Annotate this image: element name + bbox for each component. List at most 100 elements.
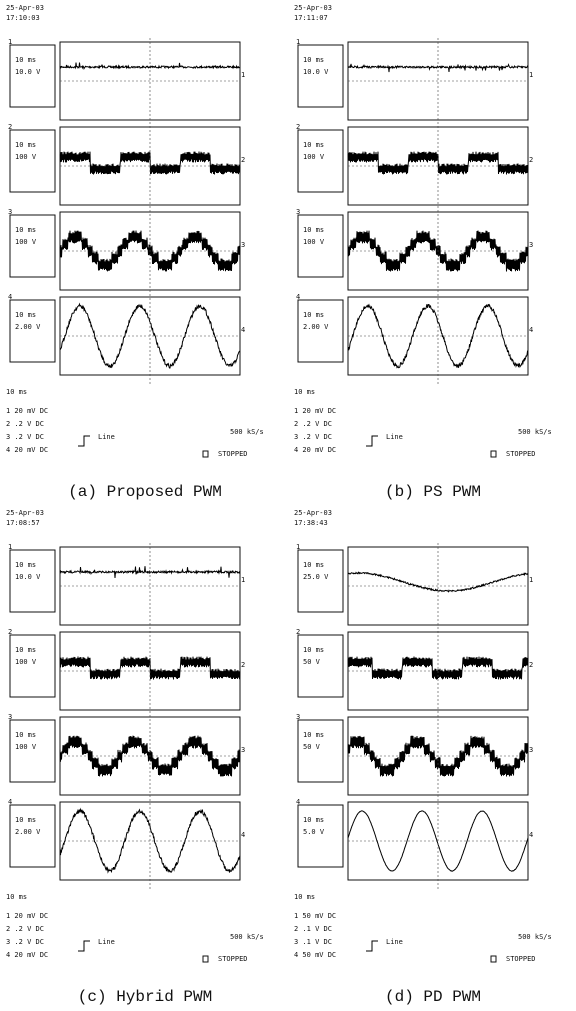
channel-scale: 50 V xyxy=(303,743,321,751)
channel-number: 3 xyxy=(8,208,12,216)
channel-number: 2 xyxy=(296,628,300,636)
channel-marker: 2 xyxy=(529,661,533,669)
channel-label-box xyxy=(10,45,55,107)
status-box xyxy=(491,956,496,962)
trigger-source: Line xyxy=(98,433,115,441)
sample-rate: 500 kS/s xyxy=(518,428,552,436)
channel-scale: 10.0 V xyxy=(15,573,41,581)
channel-label-box xyxy=(298,45,343,107)
channel-label-box xyxy=(10,635,55,697)
status: STOPPED xyxy=(218,450,248,458)
sample-rate: 500 kS/s xyxy=(230,428,264,436)
status: STOPPED xyxy=(506,450,536,458)
trigger-symbol xyxy=(78,941,90,951)
channel-timebase: 10 ms xyxy=(303,311,324,319)
channel-label-box xyxy=(10,720,55,782)
channel-label-box xyxy=(298,300,343,362)
channel-label-box xyxy=(10,215,55,277)
channel-label-box xyxy=(298,805,343,867)
channel-marker: 1 xyxy=(241,71,245,79)
channel-label-box xyxy=(298,215,343,277)
channel-timebase: 10 ms xyxy=(15,731,36,739)
channel-marker: 3 xyxy=(241,746,245,754)
capture-time: 17:38:43 xyxy=(294,519,328,527)
footer-timebase: 10 ms xyxy=(294,893,315,901)
channel-label-box xyxy=(298,635,343,697)
channel-setting: 2 .2 V DC xyxy=(294,420,332,428)
channel-number: 1 xyxy=(8,543,12,551)
channel-setting: 4 20 mV DC xyxy=(6,951,48,959)
trigger-symbol xyxy=(78,436,90,446)
channel-timebase: 10 ms xyxy=(15,646,36,654)
channel-number: 3 xyxy=(296,208,300,216)
channel-marker: 4 xyxy=(529,831,533,839)
caption: (a) Proposed PWM xyxy=(68,483,222,501)
channel-scale: 100 V xyxy=(15,238,37,246)
channel-scale: 50 V xyxy=(303,658,321,666)
channel-setting: 2 .2 V DC xyxy=(6,925,44,933)
sample-rate: 500 kS/s xyxy=(518,933,552,941)
caption: (d) PD PWM xyxy=(385,988,481,1006)
channel-scale: 100 V xyxy=(15,153,37,161)
channel-marker: 2 xyxy=(241,661,245,669)
trigger-source: Line xyxy=(386,938,403,946)
channel-number: 3 xyxy=(8,713,12,721)
capture-time: 17:08:57 xyxy=(6,519,40,527)
channel-timebase: 10 ms xyxy=(15,311,36,319)
status: STOPPED xyxy=(506,955,536,963)
channel-scale: 5.0 V xyxy=(303,828,325,836)
channel-timebase: 10 ms xyxy=(15,56,36,64)
channel-setting: 3 .2 V DC xyxy=(6,938,44,946)
channel-setting: 2 .2 V DC xyxy=(6,420,44,428)
status: STOPPED xyxy=(218,955,248,963)
channel-scale: 100 V xyxy=(15,743,37,751)
trigger-symbol xyxy=(366,436,378,446)
capture-date: 25-Apr-03 xyxy=(294,4,332,12)
channel-marker: 2 xyxy=(529,156,533,164)
channel-marker: 3 xyxy=(529,241,533,249)
channel-timebase: 10 ms xyxy=(303,226,324,234)
capture-time: 17:11:07 xyxy=(294,14,328,22)
channel-marker: 4 xyxy=(529,326,533,334)
footer-timebase: 10 ms xyxy=(294,388,315,396)
channel-scale: 10.0 V xyxy=(15,68,41,76)
channel-timebase: 10 ms xyxy=(303,731,324,739)
sample-rate: 500 kS/s xyxy=(230,933,264,941)
channel-label-box xyxy=(298,550,343,612)
channel-number: 3 xyxy=(296,713,300,721)
figure: 25-Apr-0317:10:03110 ms10.0 V1210 ms100 … xyxy=(0,0,576,1011)
capture-date: 25-Apr-03 xyxy=(294,509,332,517)
channel-number: 2 xyxy=(8,628,12,636)
channel-timebase: 10 ms xyxy=(15,141,36,149)
channel-setting: 1 20 mV DC xyxy=(6,407,48,415)
channel-number: 4 xyxy=(8,798,12,806)
channel-number: 2 xyxy=(8,123,12,131)
channel-scale: 25.0 V xyxy=(303,573,329,581)
channel-setting: 1 50 mV DC xyxy=(294,912,336,920)
channel-setting: 3 .1 V DC xyxy=(294,938,332,946)
channel-label-box xyxy=(10,550,55,612)
channel-timebase: 10 ms xyxy=(15,816,36,824)
channel-number: 4 xyxy=(296,293,300,301)
channel-label-box xyxy=(10,130,55,192)
channel-scale: 100 V xyxy=(303,153,325,161)
channel-scale: 2.00 V xyxy=(303,323,329,331)
channel-marker: 4 xyxy=(241,326,245,334)
channel-setting: 3 .2 V DC xyxy=(6,433,44,441)
channel-timebase: 10 ms xyxy=(303,561,324,569)
caption: (b) PS PWM xyxy=(385,483,481,501)
channel-setting: 3 .2 V DC xyxy=(294,433,332,441)
status-box xyxy=(491,451,496,457)
capture-date: 25-Apr-03 xyxy=(6,4,44,12)
status-box xyxy=(203,451,208,457)
channel-scale: 2.00 V xyxy=(15,323,41,331)
channel-scale: 100 V xyxy=(15,658,37,666)
footer-timebase: 10 ms xyxy=(6,388,27,396)
trigger-source: Line xyxy=(98,938,115,946)
trigger-symbol xyxy=(366,941,378,951)
channel-marker: 1 xyxy=(529,71,533,79)
channel-number: 4 xyxy=(296,798,300,806)
footer-timebase: 10 ms xyxy=(6,893,27,901)
channel-number: 1 xyxy=(296,543,300,551)
channel-setting: 4 50 mV DC xyxy=(294,951,336,959)
